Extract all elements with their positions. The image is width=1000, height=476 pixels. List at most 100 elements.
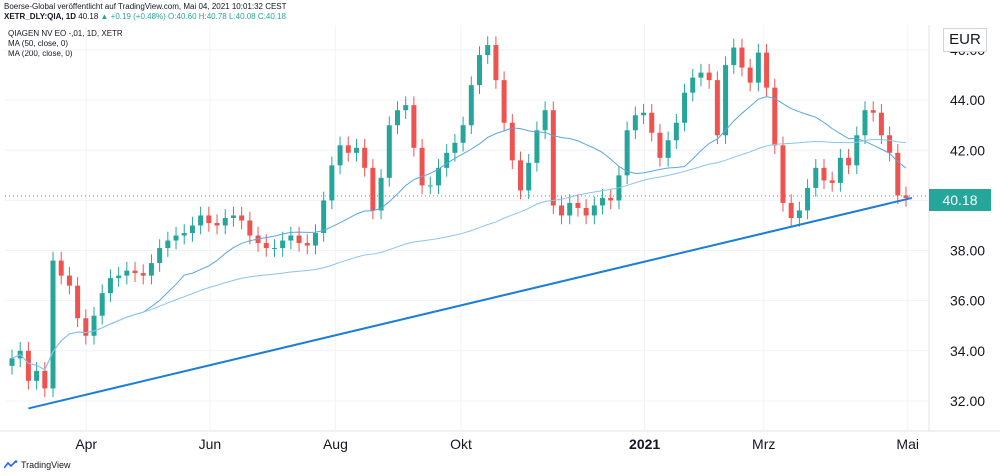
candle-body — [878, 112, 884, 136]
candle-body — [140, 273, 146, 276]
candle-body — [862, 110, 868, 136]
candle-body — [312, 233, 318, 246]
candle-body — [214, 222, 220, 226]
candle-body — [550, 110, 556, 206]
candle-body — [362, 147, 368, 168]
footer-brand[interactable]: TradingView — [4, 459, 71, 471]
candle-body — [247, 220, 253, 236]
ma200-label[interactable]: MA (200, close, 0) — [8, 49, 73, 58]
candle-body — [723, 65, 729, 136]
candle-body — [468, 85, 474, 126]
candle-body — [271, 248, 277, 250]
candle-body — [181, 233, 187, 236]
candle-body — [353, 147, 359, 153]
candle-body — [50, 260, 56, 389]
candle-body — [583, 207, 589, 216]
candle-body — [9, 358, 15, 366]
candle-body — [477, 55, 483, 86]
candle-body — [394, 110, 400, 126]
symbol-label: XETR_DLY:QIA, 1D — [4, 12, 77, 21]
y-tick-label: 42.00 — [950, 142, 985, 158]
candle-body — [509, 122, 515, 161]
candle-body — [206, 215, 212, 223]
y-tick-label: 34.00 — [950, 343, 985, 359]
change-value: ▲ +0.19 (+0.48%) — [100, 12, 166, 21]
candle-body — [99, 293, 105, 316]
candle-body — [280, 240, 286, 249]
price-chart[interactable]: 32.0034.0036.0038.0040.0042.0044.0046.00… — [0, 25, 1000, 457]
candle-body — [58, 260, 64, 276]
candle-body — [444, 152, 450, 168]
ma200-line — [11, 138, 907, 371]
x-tick-label: Mai — [896, 436, 919, 452]
candle-body — [165, 240, 171, 249]
candle-body — [772, 87, 778, 146]
candle-body — [460, 125, 466, 143]
candle-body — [526, 162, 532, 191]
tradingview-label: TradingView — [21, 460, 71, 470]
candle-body — [501, 80, 507, 123]
candle-body — [403, 105, 409, 111]
candle-body — [829, 180, 835, 183]
ma50-label[interactable]: MA (50, close, 0) — [8, 39, 69, 48]
candle-body — [542, 110, 548, 131]
candle-body — [198, 215, 204, 226]
candle-body — [682, 92, 688, 123]
candle-body — [764, 52, 770, 88]
candle-body — [304, 243, 310, 246]
candle-body — [157, 248, 163, 264]
y-tick-label: 44.00 — [950, 92, 985, 108]
candle-body — [75, 285, 81, 319]
currency-label[interactable]: EUR — [943, 28, 987, 52]
candle-body — [846, 157, 852, 166]
candle-body — [690, 77, 696, 93]
candle-body — [263, 243, 269, 249]
candle-body — [534, 130, 540, 163]
candle-body — [895, 152, 901, 196]
instrument-label[interactable]: QIAGEN NV EO -,01, 1D, XETR — [8, 29, 123, 38]
candle-body — [600, 197, 606, 206]
candle-body — [780, 145, 786, 203]
candle-body — [739, 47, 745, 68]
candle-body — [731, 47, 737, 66]
x-tick-label: Jun — [199, 436, 222, 452]
candle-body — [42, 370, 48, 389]
candle-body — [493, 45, 499, 81]
candle-body — [706, 72, 712, 81]
candle-body — [518, 160, 524, 191]
candle-body — [34, 370, 40, 381]
candle-body — [837, 157, 843, 183]
candle-body — [575, 202, 581, 208]
candle-body — [567, 202, 573, 216]
indicator-legend: QIAGEN NV EO -,01, 1D, XETR MA (50, clos… — [8, 29, 123, 59]
candle-body — [239, 215, 245, 221]
ohlc-line: XETR_DLY:QIA, 1D 40.18 ▲ +0.19 (+0.48%) … — [4, 12, 287, 22]
candle-body — [189, 225, 195, 234]
candle-body — [435, 167, 441, 186]
candle-body — [887, 135, 893, 153]
candle-body — [870, 110, 876, 113]
candle-body — [854, 135, 860, 166]
candle-body — [370, 167, 376, 211]
x-tick-label: Aug — [323, 436, 348, 452]
candle-body — [132, 270, 138, 274]
candle-body — [230, 215, 236, 218]
candle-body — [321, 200, 327, 234]
candle-body — [83, 318, 89, 336]
candle-body — [641, 112, 647, 116]
candle-body — [124, 270, 130, 276]
candle-body — [485, 45, 491, 56]
tradingview-logo-icon — [4, 460, 18, 469]
ma50-line — [11, 96, 907, 371]
candle-body — [649, 112, 655, 133]
x-tick-label: Mrz — [752, 436, 775, 452]
candle-body — [559, 205, 565, 216]
candle-body — [813, 167, 819, 188]
candle-body — [345, 145, 351, 153]
y-tick-label: 36.00 — [950, 293, 985, 309]
candle-body — [624, 130, 630, 176]
candle-body — [755, 52, 761, 83]
candle-body — [107, 278, 113, 294]
last-price-badge: 40.18 — [929, 189, 991, 211]
candle-body — [288, 235, 294, 241]
